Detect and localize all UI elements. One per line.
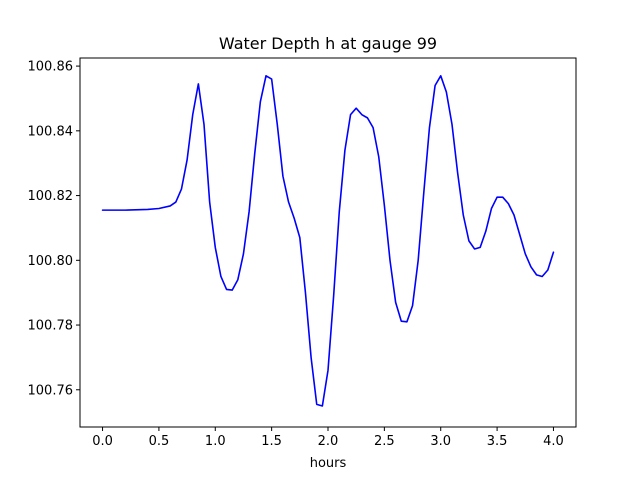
x-tick-label: 3.0 [430, 434, 451, 449]
chart-title: Water Depth h at gauge 99 [219, 34, 437, 53]
y-tick-label: 100.76 [28, 383, 74, 398]
x-tick-label: 4.0 [543, 434, 564, 449]
y-tick-label: 100.78 [28, 319, 74, 334]
y-tick-label: 100.82 [28, 189, 74, 204]
x-tick-label: 1.5 [261, 434, 282, 449]
x-axis: 0.0 0.5 1.0 1.5 2.0 2.5 3.0 3.5 4.0 [92, 427, 564, 449]
y-tick-label: 100.86 [28, 60, 74, 75]
y-tick-label: 100.84 [28, 124, 74, 139]
x-tick-label: 3.5 [487, 434, 508, 449]
y-tick-label: 100.80 [28, 254, 74, 269]
y-axis: 100.76 100.78 100.80 100.82 100.84 100.86 [28, 60, 80, 398]
plot-area [79, 57, 577, 428]
x-tick-label: 0.0 [92, 434, 113, 449]
x-tick-label: 1.0 [205, 434, 226, 449]
x-tick-label: 2.5 [374, 434, 395, 449]
x-tick-label: 0.5 [149, 434, 170, 449]
x-tick-label: 2.0 [318, 434, 339, 449]
series-line-0 [101, 75, 555, 407]
x-axis-label: hours [310, 456, 347, 471]
